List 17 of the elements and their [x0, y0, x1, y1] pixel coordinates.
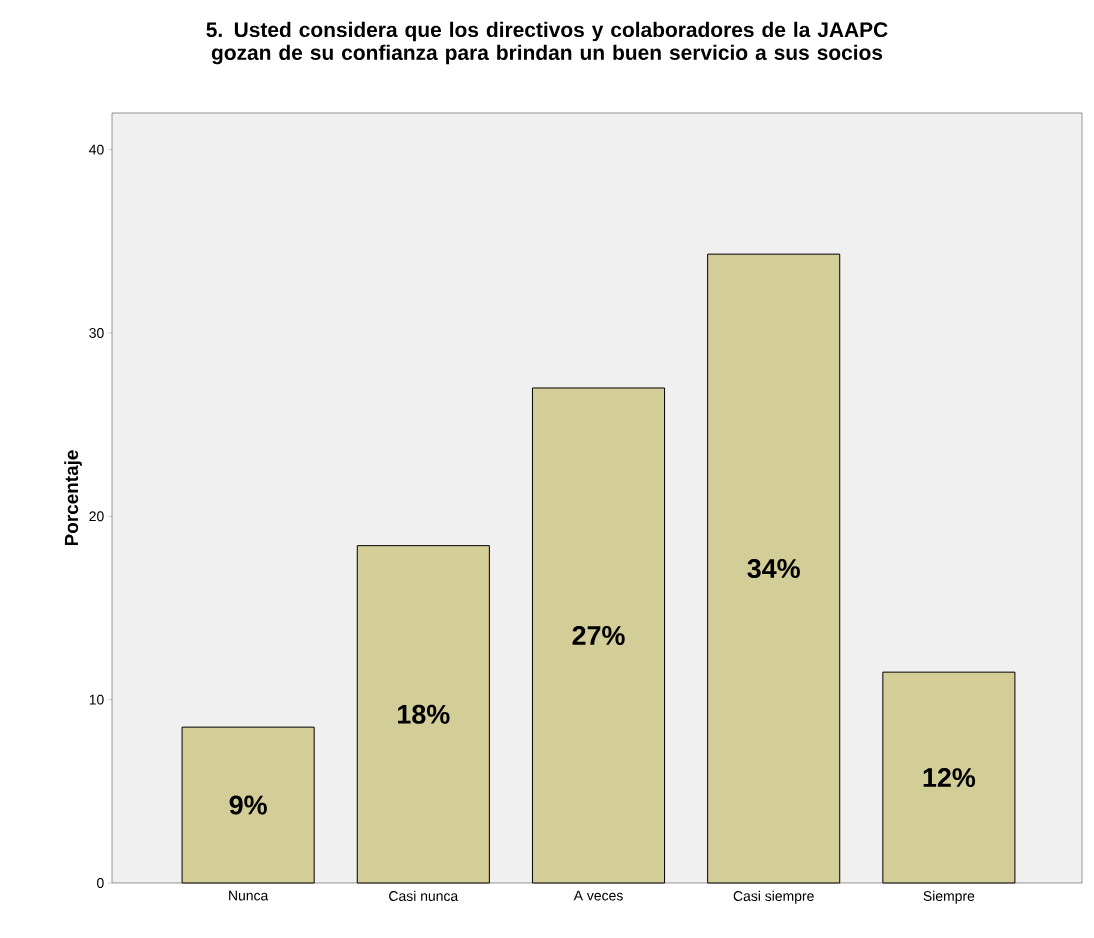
y-axis-title: Porcentaje — [64, 450, 82, 546]
y-tick-label: 40 — [89, 144, 104, 155]
data-label: 9% — [229, 795, 267, 815]
data-label: 27% — [572, 625, 625, 645]
data-label: 12% — [923, 768, 976, 788]
y-tick-label: 30 — [89, 328, 104, 338]
data-label: 34% — [747, 559, 800, 579]
x-tick-label: A veces — [573, 890, 623, 901]
x-tick-label: Casi nunca — [389, 890, 459, 901]
x-tick-label: Casi siempre — [733, 890, 814, 904]
y-tick-label: 10 — [89, 694, 104, 705]
data-label: 18% — [398, 704, 450, 724]
x-tick-label: Siempre — [923, 890, 975, 904]
chart-title: 5. Usted considera que los directivos y colaboradores de la JAAPC gozan de su confianza para brindan un buen servicio a sus socios — [206, 21, 888, 65]
x-tick-label: Nunca — [229, 890, 269, 901]
y-tick-label: 0 — [97, 878, 104, 888]
y-tick-label: 20 — [89, 511, 104, 522]
